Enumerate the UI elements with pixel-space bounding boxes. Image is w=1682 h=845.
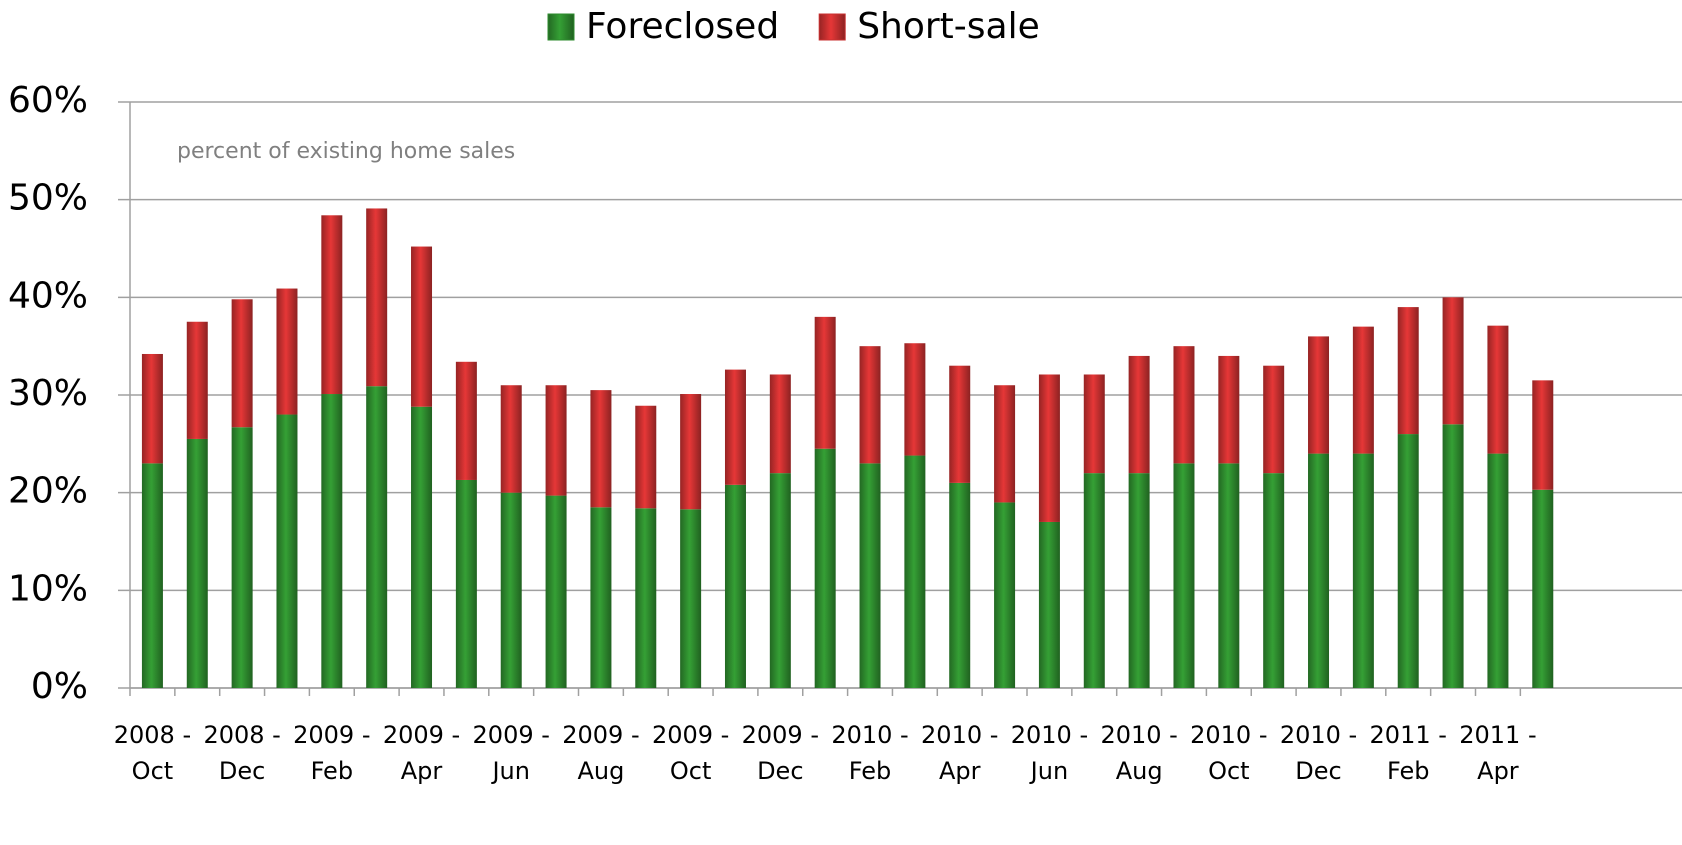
x-tick-label: 2009 - Aug (562, 721, 640, 785)
bar-segment (231, 427, 253, 688)
bar-segment (321, 215, 343, 395)
bar-segment (590, 390, 612, 508)
bar-segment (411, 406, 433, 688)
bar-segment (1532, 380, 1554, 490)
y-tick-label: 10% (8, 568, 88, 609)
x-tick-label: 2009 - Oct (651, 721, 730, 785)
bar-segment (186, 321, 208, 439)
bar-segment (366, 208, 388, 387)
bar-segment (1308, 336, 1330, 454)
bar-segment (680, 394, 702, 510)
bar-segment (1128, 355, 1150, 474)
bar-segment (545, 495, 567, 688)
bar-segment (231, 299, 253, 428)
legend-swatch (547, 13, 575, 41)
x-tick-label: 2010 - Dec (1279, 721, 1358, 785)
bar-segment (1397, 307, 1419, 435)
bar-segment (1352, 453, 1374, 688)
bar-segment (321, 394, 343, 688)
legend-swatch (818, 13, 846, 41)
bar-segment (904, 343, 926, 456)
bar-segment (724, 484, 746, 688)
bar-segment (1038, 374, 1060, 522)
x-tick-label: 2011 - Feb (1369, 721, 1447, 785)
bar-segment (724, 369, 746, 485)
annotation: percent of existing home sales (177, 139, 515, 164)
bar-segment (1308, 453, 1330, 688)
x-tick-label: 2009 - Feb (293, 721, 371, 785)
bar-segment (1352, 326, 1374, 454)
bar-segment (545, 385, 567, 496)
y-tick-label: 50% (8, 178, 88, 219)
bar-segment (635, 405, 657, 509)
x-tick-label: 2010 - Apr (921, 721, 999, 785)
x-tick-label: 2009 - Dec (741, 721, 819, 785)
x-tick-label: 2010 - Aug (1100, 721, 1178, 785)
bar-segment (859, 463, 881, 688)
x-tick-label: 2010 - Feb (831, 721, 909, 785)
x-tick-label: 2010 - Oct (1190, 721, 1268, 785)
bar-segment (1263, 473, 1285, 688)
bar-segment (1532, 489, 1554, 688)
bar-segment (949, 482, 971, 688)
y-tick-label: 40% (8, 275, 88, 316)
bar-segment (276, 288, 298, 415)
bar-segment (1083, 473, 1105, 688)
bar-segment (1487, 325, 1509, 454)
x-tick-label: 2008 - Dec (203, 721, 281, 785)
bar-segment (141, 353, 163, 464)
bar-segment (1442, 424, 1464, 688)
x-tick-label: 2008 - Oct (113, 721, 192, 785)
legend-label: Foreclosed (586, 6, 779, 47)
bar-segment (769, 473, 791, 688)
bar-segment (1128, 473, 1150, 688)
bar-segment (1442, 297, 1464, 425)
bar-segment (994, 502, 1016, 688)
y-tick-label: 20% (8, 471, 88, 512)
bar-segment (590, 507, 612, 688)
bar-segment (769, 374, 791, 474)
bar-segment (276, 414, 298, 688)
bar-segment (1487, 453, 1509, 688)
bar-segment (366, 386, 388, 688)
bar-segment (814, 448, 836, 688)
bar-segment (1083, 374, 1105, 474)
bar-segment (500, 385, 522, 493)
x-tick-label: 2009 - Apr (382, 721, 461, 785)
bar-segment (859, 346, 881, 464)
bar-segment (904, 455, 926, 688)
y-tick-label: 30% (8, 373, 88, 414)
x-tick-label: 2011 - Apr (1459, 721, 1537, 785)
bar-segment (994, 385, 1016, 503)
bar-segment (1397, 434, 1419, 688)
bar-segment (1263, 365, 1285, 474)
bar-segment (1218, 463, 1240, 688)
bar-segment (1173, 346, 1195, 464)
x-tick-label: 2010 - Jun (1010, 721, 1089, 785)
bar-segment (1173, 463, 1195, 688)
y-tick-label: 0% (31, 666, 88, 707)
y-tick-label: 60% (8, 80, 88, 121)
bar-segment (455, 479, 477, 688)
bar-segment (500, 492, 522, 688)
legend-label: Short-sale (857, 6, 1040, 47)
bar-segment (186, 438, 208, 688)
bar-segment (680, 509, 702, 688)
bar-segment (1218, 355, 1240, 464)
bar-segment (455, 361, 477, 480)
bar-segment (141, 463, 163, 688)
bar-segment (1038, 521, 1060, 688)
bar-segment (411, 246, 433, 407)
bar-segment (949, 365, 971, 483)
x-tick-label: 2009 - Jun (472, 721, 550, 785)
bar-segment (814, 316, 836, 449)
bar-segment (635, 508, 657, 688)
